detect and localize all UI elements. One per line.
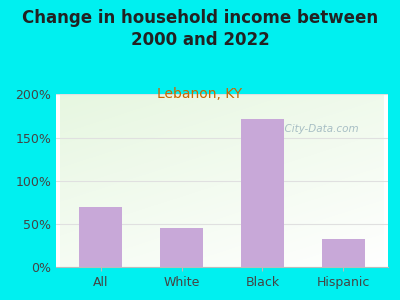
Bar bbox=[242, 118, 284, 267]
Text: Change in household income between
2000 and 2022: Change in household income between 2000 … bbox=[22, 9, 378, 49]
Text: City-Data.com: City-Data.com bbox=[278, 124, 359, 134]
Bar bbox=[322, 239, 364, 267]
Bar bbox=[160, 228, 202, 267]
Text: Lebanon, KY: Lebanon, KY bbox=[158, 87, 242, 101]
Bar bbox=[80, 207, 122, 267]
